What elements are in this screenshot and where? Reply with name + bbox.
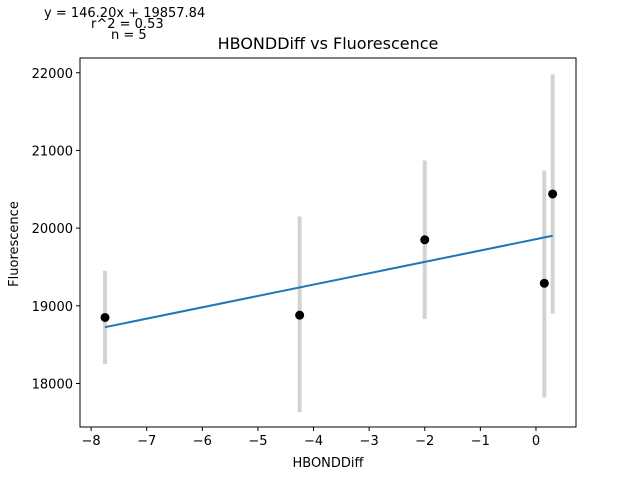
x-tick-label: −1: [471, 434, 490, 449]
data-point: [420, 235, 430, 245]
fit-equation: y = 146.20x + 19857.84: [44, 6, 205, 21]
fit-line-group: [104, 234, 553, 329]
data-point: [539, 278, 549, 288]
x-axis-label: HBONDDiff: [292, 456, 364, 471]
x-tick-label: −6: [193, 434, 212, 449]
fit-line: [104, 234, 553, 329]
x-axis-ticks: −8 −7 −6 −5 −4 −3 −2 −1 0: [82, 427, 540, 449]
errorbars: [103, 74, 555, 413]
y-axis-ticks: 18000 19000 20000 21000 22000: [32, 67, 80, 392]
data-point: [295, 310, 305, 320]
y-tick-label: 22000: [32, 67, 73, 82]
data-point: [548, 189, 558, 199]
y-tick-label: 20000: [32, 222, 73, 237]
y-axis-label: Fluorescence: [7, 201, 22, 287]
data-point: [100, 312, 110, 322]
y-tick-label: 18000: [32, 377, 73, 392]
data-points: [100, 189, 558, 322]
x-tick-label: −5: [248, 434, 267, 449]
x-tick-label: −4: [304, 434, 323, 449]
y-tick-label: 19000: [32, 300, 73, 315]
x-tick-label: −8: [82, 434, 101, 449]
x-tick-label: −2: [415, 434, 434, 449]
chart-title: HBONDDiff vs Fluorescence: [218, 34, 439, 53]
y-tick-label: 21000: [32, 144, 73, 159]
r-squared: r^2 = 0.53: [91, 17, 164, 32]
x-tick-label: −3: [360, 434, 379, 449]
x-tick-label: 0: [532, 434, 540, 449]
sample-count: n = 5: [111, 28, 147, 43]
plot-frame: [79, 57, 577, 428]
x-tick-label: −7: [137, 434, 156, 449]
